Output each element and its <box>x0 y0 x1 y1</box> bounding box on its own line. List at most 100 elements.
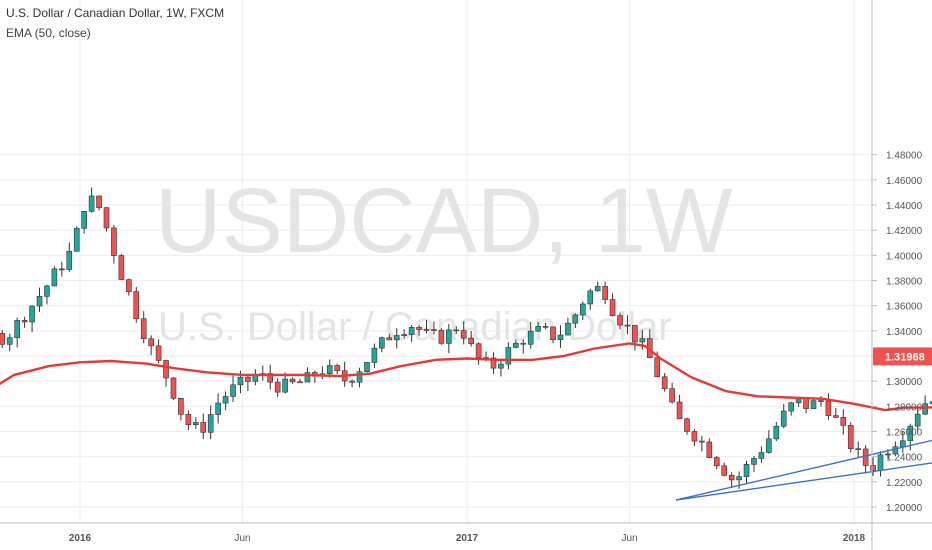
candle <box>334 363 341 375</box>
candle-body <box>446 329 452 344</box>
candle <box>170 377 177 401</box>
candle <box>773 422 780 442</box>
candle-body <box>833 415 839 418</box>
candle <box>833 407 839 419</box>
candle <box>297 378 303 384</box>
candle-body <box>408 327 415 335</box>
candle <box>520 339 527 354</box>
candle-body <box>103 207 110 229</box>
candle-body <box>527 330 534 345</box>
candle <box>788 401 794 416</box>
candle <box>259 365 266 381</box>
candle <box>88 187 95 213</box>
candle <box>252 369 259 386</box>
candle <box>200 413 207 440</box>
candle <box>446 323 452 354</box>
candle-body <box>0 333 6 345</box>
candle-body <box>140 318 147 340</box>
candle <box>155 339 162 364</box>
last-price-badge: 1.31968 <box>873 347 932 366</box>
candle-body <box>155 345 162 361</box>
candle <box>572 313 579 328</box>
candle-body <box>393 335 400 341</box>
candle <box>706 438 713 459</box>
candle-body <box>356 371 363 383</box>
candle <box>341 361 348 387</box>
candle-body <box>215 402 221 415</box>
candle <box>126 278 132 296</box>
candle-body <box>498 363 504 369</box>
candle <box>14 317 20 348</box>
candle-body <box>699 440 705 443</box>
candle-body <box>304 372 311 383</box>
candle-body <box>453 329 460 332</box>
watermark-name: U.S. Dollar / Canadian Dollar <box>158 305 672 349</box>
candle <box>632 325 638 351</box>
candle <box>245 376 251 392</box>
grid-lines <box>0 0 872 523</box>
candle-body <box>475 343 482 358</box>
candle <box>713 456 720 470</box>
candle-body <box>684 418 690 432</box>
candle <box>855 441 861 458</box>
candle-body <box>900 440 906 447</box>
candle-body <box>885 453 891 456</box>
trendline[interactable] <box>675 375 932 501</box>
candle <box>44 284 50 305</box>
candle <box>513 339 519 349</box>
y-tick-label: 1.34000 <box>886 327 923 338</box>
candle-body <box>825 400 832 416</box>
candle-body <box>438 330 445 344</box>
candle <box>490 352 497 374</box>
trendline[interactable] <box>675 306 932 501</box>
candle-body <box>557 334 564 340</box>
candle <box>207 405 214 440</box>
candle-body <box>431 329 437 331</box>
trendlines[interactable] <box>675 306 932 501</box>
candle <box>624 315 631 335</box>
candle-body <box>36 296 43 307</box>
candle <box>699 435 705 452</box>
candle <box>565 317 571 336</box>
candle-body <box>371 347 378 363</box>
y-tick-label: 1.46000 <box>886 176 923 187</box>
candle-body <box>892 446 899 455</box>
candle-body <box>126 279 132 292</box>
candle-body <box>632 325 638 343</box>
candle-body <box>520 342 527 345</box>
candle <box>193 417 199 429</box>
symbol-watermark: USDCAD, 1W U.S. Dollar / Canadian Dollar <box>155 170 733 349</box>
candle <box>929 401 932 405</box>
candle <box>222 391 229 411</box>
x-tick-label: Jun <box>234 533 250 544</box>
candle-body <box>565 322 571 336</box>
candle-body <box>572 314 579 324</box>
candle-body <box>185 414 192 425</box>
candle-body <box>29 305 35 323</box>
candle <box>230 375 236 402</box>
candle <box>669 382 675 404</box>
candle-body <box>44 285 50 297</box>
candle-body <box>274 381 281 393</box>
candle <box>29 305 35 332</box>
candle-body <box>907 425 914 442</box>
candle-body <box>379 337 385 349</box>
candle <box>847 422 854 453</box>
candle-body <box>51 268 58 287</box>
candle-body <box>914 413 921 427</box>
candle-body <box>580 303 586 316</box>
candle <box>289 377 296 384</box>
indicator-legend[interactable]: EMA (50, close) <box>6 26 91 40</box>
candle <box>453 326 460 334</box>
candle-body <box>862 448 869 466</box>
candle <box>691 428 698 447</box>
candle-body <box>416 327 422 330</box>
candle-body <box>773 425 780 440</box>
chart-title: U.S. Dollar / Canadian Dollar, 1W, FXCM <box>6 6 225 20</box>
candle-body <box>468 337 474 345</box>
candle <box>803 397 809 414</box>
candle-body <box>14 320 20 338</box>
